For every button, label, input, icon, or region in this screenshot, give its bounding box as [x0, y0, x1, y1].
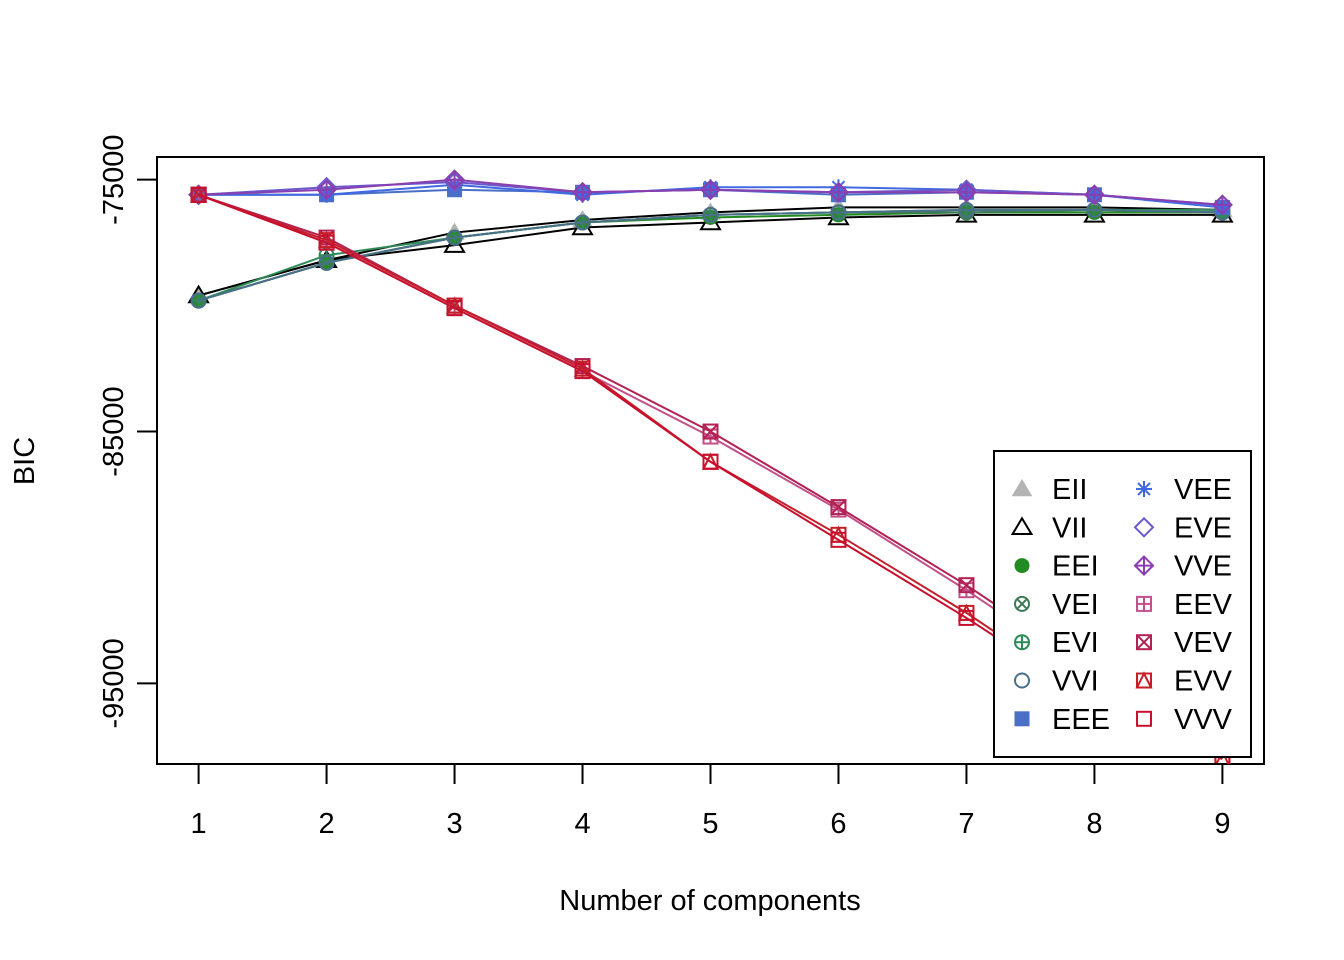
- x-tick-label: 4: [574, 808, 590, 840]
- legend-entry-eii: EII: [1011, 474, 1087, 506]
- data-point: [574, 363, 591, 380]
- legend-entry-evi: EVI: [1014, 627, 1099, 659]
- legend-entry-vev: VEV: [1136, 627, 1233, 659]
- series-layer: [187, 169, 1234, 764]
- legend-label: VVE: [1174, 551, 1232, 583]
- x-tick-label: 7: [958, 808, 974, 840]
- legend-entry-eve: EVE: [1133, 512, 1232, 544]
- legend-label: VII: [1052, 512, 1087, 544]
- data-point: [702, 453, 719, 470]
- series-line: [198, 208, 1223, 302]
- data-point: [702, 206, 719, 223]
- legend-label: VVI: [1052, 666, 1099, 698]
- data-point: [958, 201, 975, 218]
- axes-layer: 1 2 3 4 5 6 7 8 9 -75000 -85000 -95000: [98, 135, 1230, 840]
- data-point: [830, 531, 847, 548]
- legend-entry-vee: VEE: [1136, 474, 1232, 506]
- legend-label: VEV: [1174, 627, 1233, 659]
- y-tick-label: -85000: [98, 386, 130, 476]
- legend-label: EEI: [1052, 551, 1099, 583]
- data-point: [444, 169, 465, 191]
- x-tick-label: 6: [830, 808, 846, 840]
- y-tick-label: -75000: [98, 135, 130, 225]
- data-point: [1211, 194, 1233, 216]
- x-axis-label: Number of components: [559, 885, 860, 917]
- data-point: [958, 577, 975, 594]
- legend-entry-evv: EVV: [1135, 666, 1233, 698]
- data-point: [830, 499, 847, 516]
- legend-label: EII: [1052, 474, 1087, 506]
- x-tick-label: 8: [1086, 808, 1102, 840]
- legend: EII VII EEI VEI EVI VVI EEE VEE EVE VVE EEV VEV EVV V…: [993, 450, 1252, 758]
- legend-label: EVI: [1052, 627, 1099, 659]
- legend-entry-vei: VEI: [1014, 589, 1099, 621]
- x-tick-label: 9: [1214, 808, 1230, 840]
- data-point: [956, 181, 977, 203]
- legend-label: VEI: [1052, 589, 1099, 621]
- data-point: [958, 609, 975, 626]
- x-tick-label: 1: [191, 808, 207, 840]
- legend-entry-vvi: VVI: [1014, 666, 1099, 698]
- legend-label: EVV: [1174, 666, 1233, 698]
- y-axis-label: BIC: [9, 437, 41, 485]
- legend-label: EVE: [1174, 512, 1232, 544]
- data-point: [830, 204, 847, 221]
- legend-entry-vve: VVE: [1133, 551, 1232, 583]
- x-tick-label: 2: [318, 808, 334, 840]
- legend-entry-eei: EEI: [1014, 551, 1099, 583]
- data-point: [318, 234, 335, 251]
- legend-label: VEE: [1174, 474, 1232, 506]
- data-point: [318, 254, 335, 271]
- x-tick-label: 3: [446, 808, 462, 840]
- data-point: [446, 229, 463, 246]
- data-point: [828, 181, 849, 203]
- data-point: [190, 292, 207, 309]
- legend-entry-eee: EEE: [1014, 704, 1110, 736]
- data-point: [574, 214, 591, 231]
- data-point: [446, 300, 463, 317]
- legend-label: EEV: [1174, 589, 1233, 621]
- data-point: [572, 181, 593, 203]
- legend-entry-eev: EEV: [1136, 589, 1233, 621]
- legend-entry-vii: VII: [1010, 512, 1087, 544]
- y-tick-label: -95000: [98, 638, 130, 728]
- data-point: [700, 179, 721, 201]
- x-tick-label: 5: [702, 808, 718, 840]
- legend-entry-vvv: VVV: [1136, 704, 1233, 736]
- legend-box: [993, 450, 1252, 758]
- series-vve: [188, 169, 1233, 216]
- data-point: [702, 423, 719, 440]
- data-point: [190, 186, 207, 203]
- legend-label: VVV: [1174, 704, 1233, 736]
- legend-label: EEE: [1052, 704, 1110, 736]
- data-point: [1084, 184, 1105, 206]
- data-point: [316, 179, 337, 201]
